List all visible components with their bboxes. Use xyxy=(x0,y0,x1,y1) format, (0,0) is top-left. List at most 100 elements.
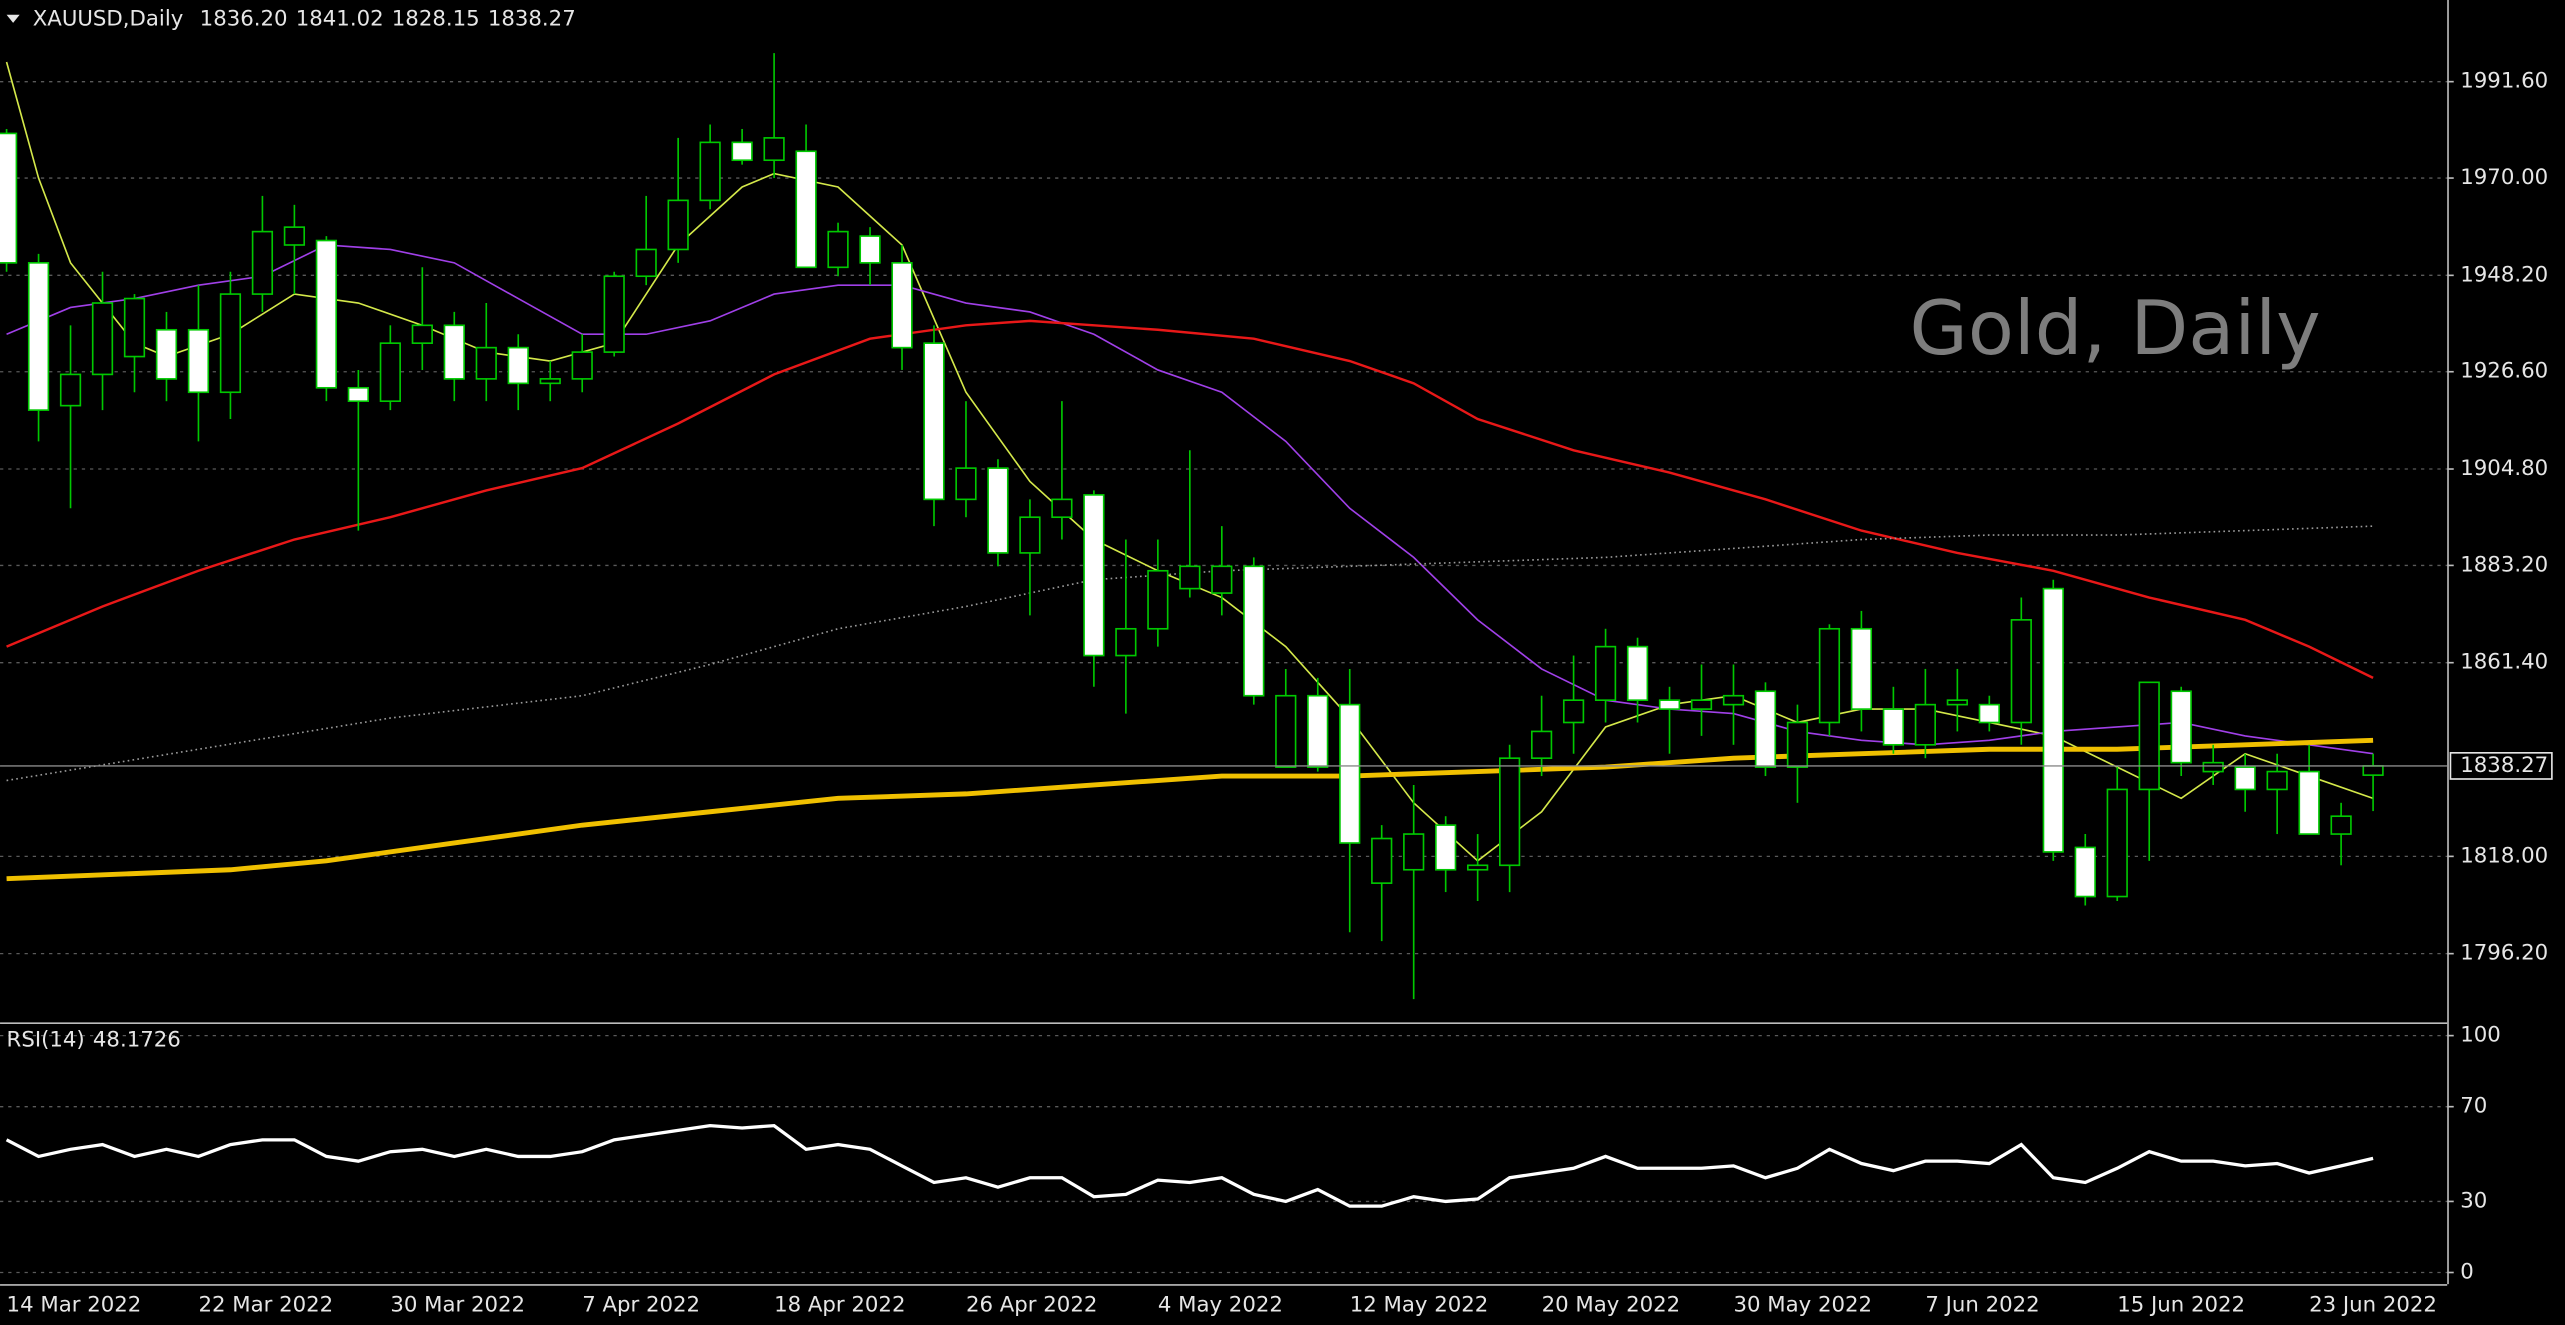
candle-body xyxy=(2010,619,2032,724)
candle-body xyxy=(1467,864,1489,871)
candle-body xyxy=(251,230,274,295)
x-tick-label: 26 Apr 2022 xyxy=(966,1292,1097,1317)
y-tick-label: 1991.60 xyxy=(2460,69,2548,94)
candle-body xyxy=(2362,765,2384,776)
candle-body xyxy=(283,226,306,246)
y-tick-label: 1970.00 xyxy=(2460,165,2548,190)
candle-body xyxy=(795,150,817,269)
candle-body xyxy=(187,328,210,394)
candle-body xyxy=(635,248,657,278)
candle-body xyxy=(411,324,433,344)
moving-average xyxy=(6,737,2374,882)
x-tick-label: 20 May 2022 xyxy=(1542,1292,1681,1317)
candle-body xyxy=(2202,761,2224,773)
candle-body xyxy=(2042,587,2064,853)
candle-body xyxy=(1147,569,1169,630)
y-tick-label: 70 xyxy=(2460,1094,2487,1119)
plot-layer: 1991.60 1970.00 1948.20 1926.60 1904.80 1883.… xyxy=(0,53,2553,1317)
candle-body xyxy=(1083,494,1105,657)
x-tick-label: 18 Apr 2022 xyxy=(774,1292,905,1317)
candle-body xyxy=(1211,565,1233,594)
candle-body xyxy=(1275,694,1297,768)
candle-body xyxy=(91,302,114,376)
candle-body xyxy=(1530,730,1553,760)
candle-body xyxy=(2138,681,2160,791)
candle-body xyxy=(1754,690,1777,768)
x-tick-label: 15 Jun 2022 xyxy=(2117,1292,2245,1317)
candle-body xyxy=(1722,694,1745,706)
x-tick-label: 12 May 2022 xyxy=(1350,1292,1489,1317)
y-tick-label: 1948.20 xyxy=(2460,262,2548,287)
moving-average xyxy=(6,525,2374,782)
candle-body xyxy=(1179,565,1201,590)
y-tick-label: 1904.80 xyxy=(2460,456,2548,481)
candle-body xyxy=(1339,703,1361,844)
candle-body xyxy=(539,378,561,385)
candle-body xyxy=(1914,703,1937,746)
candle-body xyxy=(1786,721,1809,768)
candle-body xyxy=(155,328,178,380)
candle-body xyxy=(923,342,945,501)
candle-body xyxy=(1435,824,1457,871)
candle-body xyxy=(827,230,849,269)
candle-body xyxy=(507,346,529,385)
candle-body xyxy=(1850,627,1873,710)
candle-body xyxy=(0,132,18,264)
collapse-icon xyxy=(6,14,20,23)
candle-body xyxy=(1882,708,1905,746)
candle-body xyxy=(1403,833,1425,871)
candle-body xyxy=(1307,694,1329,768)
candle-body xyxy=(1946,699,1968,706)
candle-body xyxy=(27,262,50,411)
y-tick-label: 1796.20 xyxy=(2460,941,2548,966)
candle-body xyxy=(1594,645,1617,701)
candle-body xyxy=(1818,627,1841,724)
candle-body xyxy=(475,346,497,380)
candle-body xyxy=(2298,770,2320,835)
candle-body xyxy=(315,239,338,389)
x-tick-label: 7 Apr 2022 xyxy=(582,1292,700,1317)
candle-body xyxy=(1978,703,2000,724)
candle-body xyxy=(731,141,753,162)
rsi-value: 48.1726 xyxy=(93,1027,181,1052)
y-tick-label: 30 xyxy=(2460,1188,2487,1213)
y-tick-label: 1861.40 xyxy=(2460,650,2548,675)
candle-body xyxy=(955,467,977,501)
candle-body xyxy=(1690,699,1713,710)
candle-body xyxy=(59,373,82,407)
candle-body xyxy=(2330,815,2352,835)
candle-body xyxy=(1371,837,1393,884)
candle-body xyxy=(379,342,401,403)
candle-body xyxy=(443,324,465,380)
x-tick-label: 23 Jun 2022 xyxy=(2309,1292,2437,1317)
rsi-label: RSI(14) xyxy=(7,1027,85,1052)
candle-body xyxy=(667,199,689,251)
candle-body xyxy=(2074,846,2096,898)
ohlc-value: 1841.02 xyxy=(296,7,384,32)
ohlc-value: 1838.27 xyxy=(488,7,576,32)
candle-body xyxy=(2106,788,2128,898)
candle-body xyxy=(2266,770,2288,791)
symbol: XAUUSD,Daily xyxy=(33,7,184,32)
moving-average xyxy=(6,244,2374,755)
last-price-label: 1838.27 xyxy=(2460,753,2548,778)
moving-average xyxy=(6,319,2374,679)
candle-body xyxy=(347,386,369,403)
candle-body xyxy=(123,297,146,358)
candle-body xyxy=(987,467,1009,554)
candle-body xyxy=(1626,645,1649,701)
y-tick-label: 1818.00 xyxy=(2460,843,2548,868)
rsi-line xyxy=(5,1123,2374,1208)
header: XAUUSD,Daily 1836.20 1841.02 1828.15 1838.27 xyxy=(33,7,576,32)
candle-body xyxy=(1562,699,1585,724)
x-tick-label: 4 May 2022 xyxy=(1158,1292,1283,1317)
candle-body xyxy=(859,235,881,264)
rsi-title: RSI(14) 48.1726 xyxy=(7,1027,181,1052)
candle-body xyxy=(571,351,593,380)
last-price-box xyxy=(2449,752,2553,780)
candle-body xyxy=(2170,690,2192,764)
candle-body xyxy=(1243,565,1265,697)
candle-body xyxy=(699,141,721,202)
